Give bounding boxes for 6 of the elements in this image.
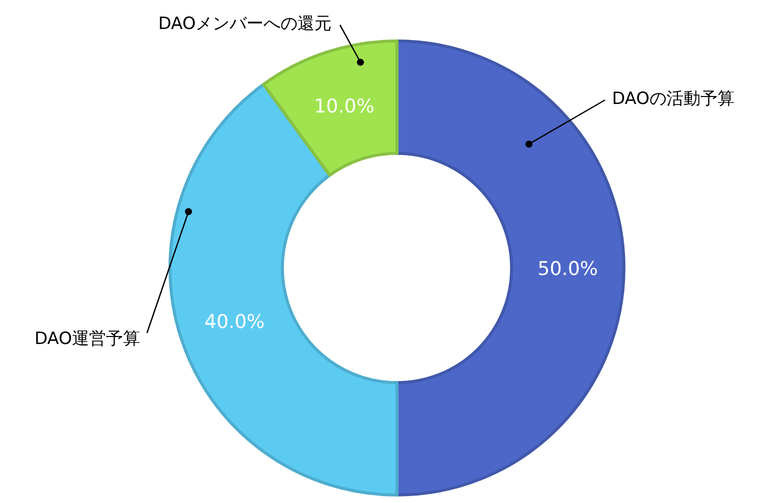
slice-label: DAOメンバーへの還元: [158, 14, 332, 34]
data-label: 40.0%: [204, 310, 265, 333]
slice-label: DAO運営予算: [34, 329, 140, 349]
data-label: 50.0%: [538, 258, 598, 280]
slice-label: DAOの活動予算: [612, 89, 735, 109]
data-label: 10.0%: [314, 96, 374, 118]
